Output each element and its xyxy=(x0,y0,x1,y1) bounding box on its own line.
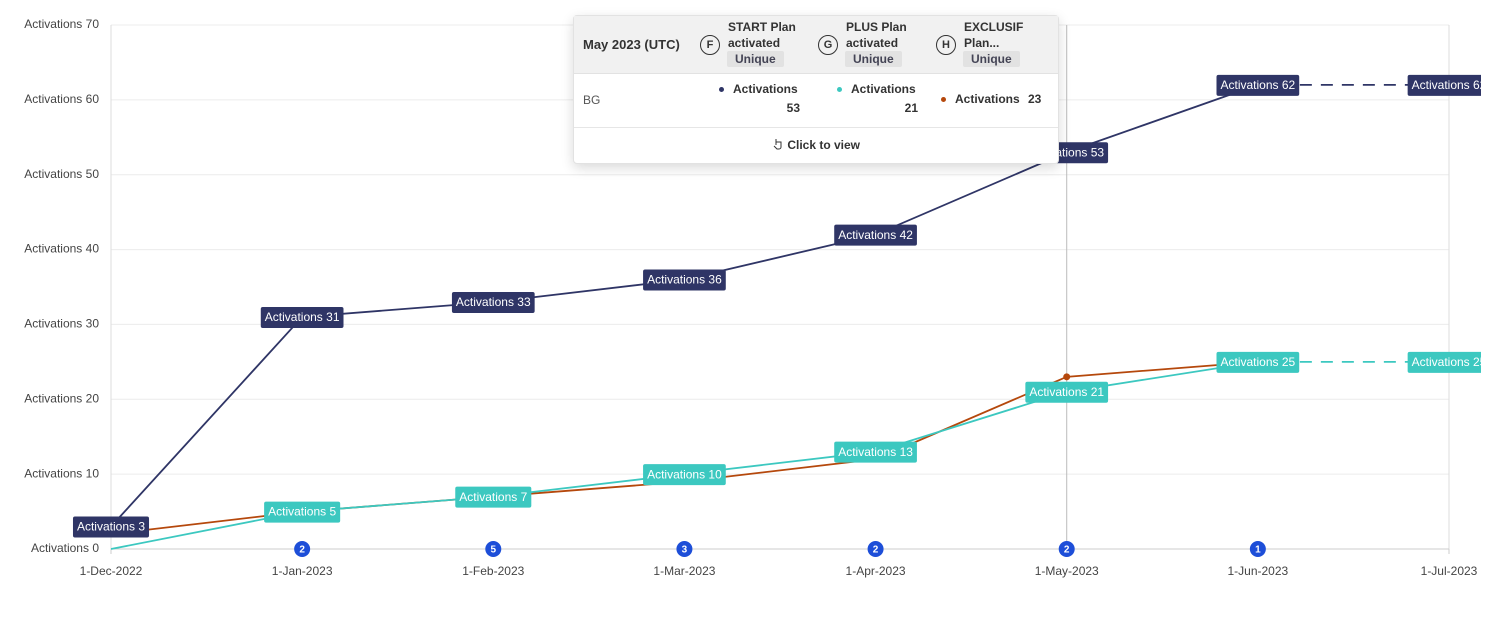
data-label-text: Activations 10 xyxy=(647,467,722,481)
data-label: Activations 31 xyxy=(260,306,344,328)
data-label: Activations 33 xyxy=(451,291,535,313)
column-letter: F xyxy=(700,35,720,55)
data-label-text: Activations 5 xyxy=(268,505,336,519)
x-tick-label: 1-Jan-2023 xyxy=(272,564,333,578)
cell-value: 53 xyxy=(786,101,800,115)
data-label-box xyxy=(1025,381,1109,403)
data-label-box xyxy=(1407,351,1481,373)
y-tick-label: Activations 30 xyxy=(24,317,99,331)
data-label-box xyxy=(455,486,532,508)
annotation-marker xyxy=(1058,541,1075,557)
data-label-text: Activations 62 xyxy=(1220,78,1295,92)
x-tick-label: 1-Mar-2023 xyxy=(653,564,715,578)
tooltip-title: May 2023 (UTC) xyxy=(583,37,680,52)
data-label-text: Activations 42 xyxy=(838,228,913,242)
cell-label: Activations xyxy=(733,82,798,96)
x-tick-label: 1-Feb-2023 xyxy=(462,564,524,578)
data-label-text: Activations 25 xyxy=(1412,355,1487,369)
y-tick-label: Activations 20 xyxy=(24,391,99,405)
column-name: START Plan activated xyxy=(728,20,796,50)
data-label: Activations 42 xyxy=(834,224,917,246)
data-label-text: Activations 3 xyxy=(77,520,145,534)
annotation-count: 2 xyxy=(1064,545,1070,556)
hand-icon xyxy=(773,139,782,150)
y-tick-label: Activations 70 xyxy=(24,17,99,31)
data-label-box xyxy=(1407,74,1481,96)
column-badge: Unique xyxy=(727,51,784,67)
data-label-text: Activations 62 xyxy=(1412,78,1487,92)
y-tick-label: Activations 50 xyxy=(24,167,99,181)
annotation-marker xyxy=(867,541,884,557)
data-label-text: Activations 36 xyxy=(647,273,722,287)
data-label-box xyxy=(260,306,344,328)
data-label-box xyxy=(451,291,535,313)
column-letter: G xyxy=(818,35,838,55)
tooltip-header: May 2023 (UTC) F START Plan activated Un… xyxy=(574,16,1058,74)
plot: Activations 0 Activations 10 Activations 2… xyxy=(24,17,1487,578)
data-label-text: Activations 7 xyxy=(459,490,527,504)
y-tick-label: Activations 60 xyxy=(24,92,99,106)
annotation-marker xyxy=(676,541,693,557)
column-letter: H xyxy=(936,35,956,55)
data-label: Activations 7 xyxy=(455,486,532,508)
data-label: Activations 5 xyxy=(264,501,341,523)
data-label: Activations 13 xyxy=(834,441,917,463)
x-tick-label: 1-May-2023 xyxy=(1035,564,1099,578)
annotation-marker xyxy=(485,541,502,557)
data-label: Activations 25 xyxy=(1216,351,1300,373)
hover-point xyxy=(1063,373,1071,381)
dot xyxy=(837,87,842,92)
column-badge: Unique xyxy=(845,51,902,67)
data-label-text: Activations 33 xyxy=(456,295,531,309)
data-label-text: Activations 13 xyxy=(838,445,913,459)
row-label: BG xyxy=(583,93,601,107)
data-label-box xyxy=(643,464,726,486)
data-label-text: Activations 25 xyxy=(1220,355,1295,369)
annotation-count: 2 xyxy=(299,545,305,556)
y-tick-label: Activations 10 xyxy=(24,466,99,480)
column-badge: Unique xyxy=(963,51,1020,67)
x-tick-label: 1-Apr-2023 xyxy=(846,564,906,578)
column-name: PLUS Plan activated xyxy=(846,20,907,50)
cell-value: 23 xyxy=(1028,92,1042,106)
annotation-count: 2 xyxy=(873,545,879,556)
data-label-box xyxy=(264,501,341,523)
annotation-count: 5 xyxy=(491,545,497,556)
tooltip[interactable]: May 2023 (UTC) F START Plan activated Un… xyxy=(573,15,1059,164)
data-label-text: Activations 21 xyxy=(1029,385,1104,399)
cell-label: Activations xyxy=(955,92,1020,106)
annotation-count: 1 xyxy=(1255,545,1261,556)
data-label-box xyxy=(834,224,917,246)
action-text: Click to view xyxy=(787,138,861,152)
annotation-count: 3 xyxy=(682,545,688,556)
data-label-box xyxy=(1216,74,1300,96)
data-label: Activations 21 xyxy=(1025,381,1109,403)
dot xyxy=(719,87,724,92)
data-label-box xyxy=(72,516,150,538)
data-label-box xyxy=(834,441,917,463)
data-label: Activations 3 xyxy=(72,516,150,538)
data-label: Activations 36 xyxy=(643,269,726,291)
data-label-box xyxy=(1216,351,1300,373)
column-name: EXCLUSIF Plan... xyxy=(964,20,1024,50)
x-tick-label: 1-Jun-2023 xyxy=(1227,564,1288,578)
y-tick-label: Activations 40 xyxy=(24,242,99,256)
dot xyxy=(941,97,946,102)
tooltip-action[interactable]: Click to view xyxy=(574,127,1058,164)
data-label-text: Activations 31 xyxy=(265,310,340,324)
cell-label: Activations xyxy=(851,82,916,96)
data-label: Activations 62 xyxy=(1216,74,1300,96)
x-tick-label: 1-Jul-2023 xyxy=(1421,564,1478,578)
cell-value: 21 xyxy=(904,101,918,115)
y-tick-label: Activations 0 xyxy=(31,541,99,555)
data-label: Activations 62 xyxy=(1407,74,1487,96)
x-tick-label: 1-Dec-2022 xyxy=(80,564,143,578)
data-label-box xyxy=(643,269,726,291)
annotation-marker xyxy=(294,541,311,557)
annotation-marker xyxy=(1249,541,1266,557)
data-label: Activations 25 xyxy=(1407,351,1487,373)
data-label: Activations 10 xyxy=(643,464,726,486)
